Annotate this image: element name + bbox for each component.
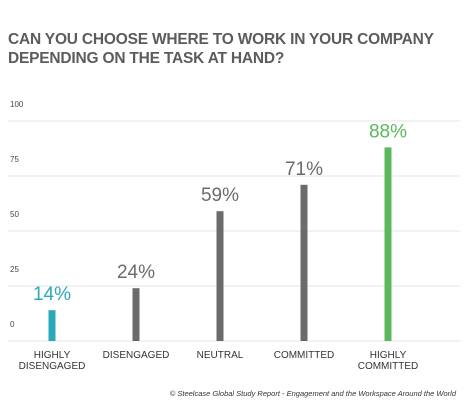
data-label: 59% [201, 185, 239, 206]
bar [300, 184, 308, 341]
category-label: NEUTRAL [197, 350, 244, 361]
y-tick-label: 50 [10, 210, 19, 219]
category-label: HIGHLY [34, 350, 71, 361]
bar [48, 310, 56, 341]
chart-title: CAN YOU CHOOSE WHERE TO WORK IN YOUR COM… [8, 31, 434, 67]
y-axis-ticks: 0 25 50 75 100 [10, 100, 24, 329]
source-note: © Steelcase Global Study Report - Engage… [169, 389, 456, 398]
y-tick-label: 25 [10, 265, 19, 274]
category-label: HIGHLY [370, 350, 407, 361]
data-label: 24% [117, 262, 155, 283]
data-label: 71% [285, 159, 323, 180]
bar [384, 147, 392, 341]
y-tick-label: 0 [10, 320, 15, 329]
bar [216, 211, 224, 341]
data-label: 88% [369, 121, 407, 142]
y-tick-label: 100 [10, 100, 24, 109]
category-label: COMMITTED [274, 350, 335, 361]
data-labels: 14% 24% 59% 71% 88% [33, 121, 407, 305]
bar [132, 288, 140, 341]
data-label: 14% [33, 284, 71, 305]
category-label: DISENGAGED [103, 350, 170, 361]
category-label: COMMITTED [358, 361, 419, 372]
bars [48, 147, 392, 341]
gridlines [8, 120, 460, 342]
category-label: DISENGAGED [19, 361, 86, 372]
y-tick-label: 75 [10, 155, 19, 164]
